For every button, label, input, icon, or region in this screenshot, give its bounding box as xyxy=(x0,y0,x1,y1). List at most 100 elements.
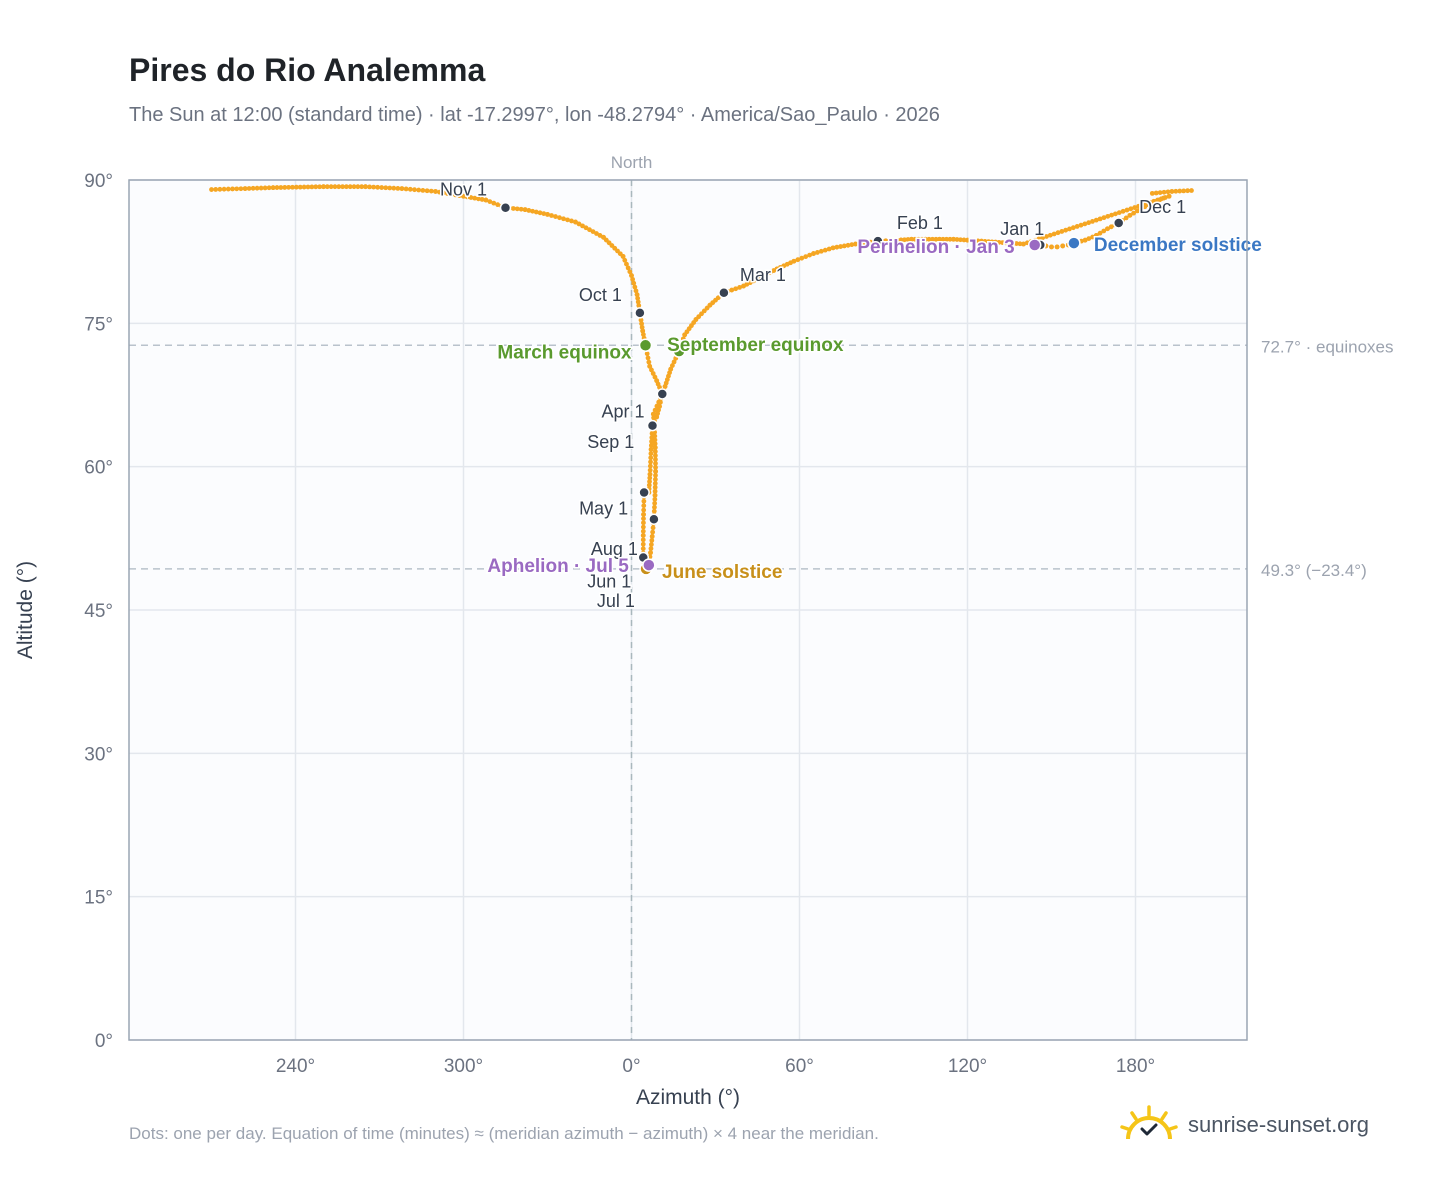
curve-dot xyxy=(864,240,870,245)
curve-dot xyxy=(557,215,562,221)
event-marker xyxy=(638,338,653,353)
month-marker xyxy=(872,235,884,247)
curve-dot xyxy=(1000,240,1005,245)
curve-dot xyxy=(653,457,658,462)
curve-dot xyxy=(407,186,413,192)
curve-dot xyxy=(479,197,485,202)
curve-dot xyxy=(641,520,646,526)
curve-dot xyxy=(424,188,430,194)
curve-dot xyxy=(437,189,442,195)
y-tick-label: 60° xyxy=(84,458,113,479)
brand-text[interactable]: sunrise-sunset.org xyxy=(1188,1112,1369,1137)
curve-dot xyxy=(653,461,658,466)
curve-dot xyxy=(1082,221,1088,227)
curve-dot xyxy=(1181,188,1187,194)
curve-dot xyxy=(640,533,646,538)
curve-dot xyxy=(630,276,636,282)
curve-dot xyxy=(640,328,646,334)
curve-dot xyxy=(965,237,970,243)
curve-dot xyxy=(830,245,836,251)
curve-dot xyxy=(641,512,646,517)
curve-dot xyxy=(590,229,596,235)
curve-dot xyxy=(629,273,634,278)
curve-dot xyxy=(1128,206,1134,212)
curve-dot xyxy=(428,188,434,194)
curve-dot xyxy=(1147,200,1153,205)
curve-dot xyxy=(510,206,516,211)
curve-dot xyxy=(282,185,288,190)
curve-dot xyxy=(648,455,654,461)
curve-dot xyxy=(1132,205,1138,210)
month-label: Nov 1 xyxy=(440,180,487,200)
curve-dot xyxy=(217,186,223,192)
curve-dot xyxy=(290,184,295,190)
x-tick-label: 300° xyxy=(444,1056,483,1077)
curve-dot xyxy=(1070,225,1076,231)
curve-dot xyxy=(891,237,896,243)
curve-dot xyxy=(1159,196,1164,202)
curve-dot xyxy=(363,184,368,190)
curve-dot xyxy=(883,238,889,244)
curve-dot xyxy=(297,184,303,190)
curve-dot xyxy=(594,231,599,236)
curve-dot xyxy=(640,546,646,552)
curve-dot xyxy=(1093,217,1099,223)
x-tick-label: 120° xyxy=(948,1056,987,1077)
curve-dot xyxy=(457,193,462,198)
curve-dot xyxy=(387,185,393,191)
curve-dot xyxy=(495,202,501,208)
curve-dot xyxy=(641,516,646,522)
curve-dot xyxy=(648,459,653,465)
curve-dot xyxy=(576,221,582,227)
curve-dot xyxy=(246,186,252,191)
curve-dot xyxy=(1101,215,1107,221)
curve-dot xyxy=(631,280,637,286)
curve-dot xyxy=(1090,234,1095,240)
curve-dot xyxy=(649,534,655,539)
curve-dot xyxy=(652,480,658,486)
curve-dot xyxy=(561,216,566,222)
curve-dot xyxy=(412,187,417,193)
curve-dot xyxy=(646,359,652,365)
curve-dot xyxy=(647,475,653,481)
curve-dot xyxy=(1162,195,1168,200)
curve-dot xyxy=(347,184,353,190)
curve-dot xyxy=(399,186,405,192)
curve-dot xyxy=(856,241,862,246)
curve-dot xyxy=(545,212,550,217)
curve-dot xyxy=(982,238,988,244)
curve-dot xyxy=(1113,211,1118,217)
curve-dot xyxy=(587,227,592,233)
curve-dot xyxy=(416,187,422,193)
curve-dot xyxy=(635,299,641,305)
curve-dot xyxy=(624,261,629,267)
event-label: Perihelion · Jan 3 xyxy=(857,237,1014,258)
curve-dot xyxy=(1097,216,1103,222)
y-tick-label: 90° xyxy=(84,171,113,192)
curve-dot xyxy=(652,445,658,450)
curve-dot xyxy=(650,525,656,531)
curve-dot xyxy=(1078,222,1084,228)
curve-dot xyxy=(526,208,532,213)
curve-dot xyxy=(266,185,272,191)
event-label: September equinox xyxy=(667,335,844,356)
curve-dot xyxy=(209,187,214,192)
curve-dot xyxy=(996,239,1002,245)
month-label: Jan 1 xyxy=(1000,219,1044,239)
curve-dot xyxy=(741,283,746,289)
curve-dot xyxy=(807,252,812,258)
curve-dot xyxy=(968,238,974,243)
curve-dot xyxy=(1136,203,1141,209)
curve-dot xyxy=(367,184,372,190)
curve-dot xyxy=(1189,188,1194,193)
brand[interactable]: sunrise-sunset.org xyxy=(1120,1100,1369,1150)
curve-dot xyxy=(549,213,554,218)
curve-dot xyxy=(1090,218,1095,224)
curve-dot xyxy=(841,243,847,249)
curve-dot xyxy=(445,191,450,196)
curve-dot xyxy=(1044,234,1049,239)
curve-dot xyxy=(671,359,677,365)
curve-dot xyxy=(324,184,330,190)
curve-dot xyxy=(653,465,658,470)
plot-frame xyxy=(128,179,1248,1041)
